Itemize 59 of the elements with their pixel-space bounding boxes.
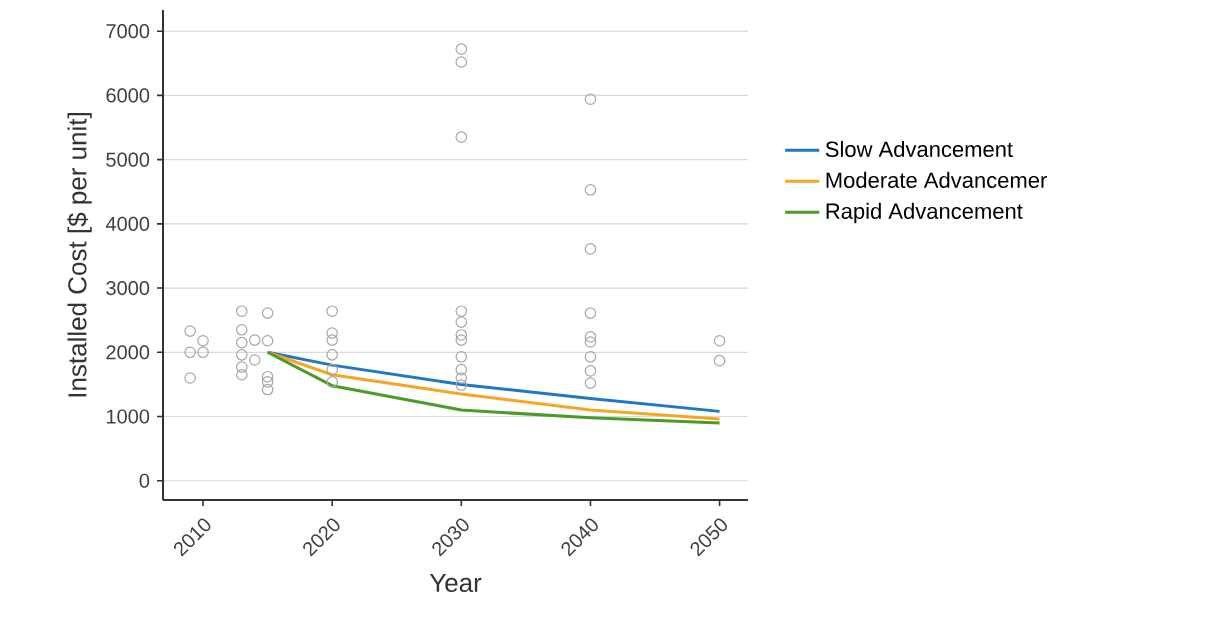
point: [248, 334, 261, 346]
point: [584, 365, 597, 377]
point: [326, 376, 338, 388]
point: [584, 336, 597, 348]
point: [455, 316, 468, 328]
legend-label: Rapid Advancement: [826, 202, 1023, 224]
point: [261, 307, 274, 319]
point: [455, 379, 468, 391]
y-tick-label: 2000: [106, 345, 150, 360]
point: [326, 349, 338, 361]
point: [713, 354, 726, 367]
point: [584, 93, 597, 106]
y-tick-label: 4000: [105, 216, 150, 231]
point: [197, 346, 209, 359]
point: [184, 325, 196, 337]
point: [455, 372, 468, 384]
point: [326, 334, 338, 346]
point: [584, 184, 597, 196]
point: [326, 305, 338, 317]
point: [235, 305, 248, 317]
point: [455, 363, 468, 376]
point: [184, 346, 196, 359]
point: [455, 56, 468, 68]
point: [455, 329, 468, 341]
y-tick-label: 3000: [106, 281, 150, 296]
legend-label: Slow Advancement: [825, 140, 1013, 158]
point: [261, 370, 274, 383]
point: [326, 327, 338, 339]
point: [235, 361, 248, 373]
y-tick-label: 5000: [106, 152, 150, 167]
point: [235, 368, 248, 381]
x-axis-title: Year: [429, 573, 482, 593]
point: [455, 43, 468, 55]
y-tick-label: 0: [139, 473, 150, 488]
y-axis-title: Installed Cost [$ per unit]: [67, 113, 92, 397]
y-tick-label: 1000: [106, 409, 150, 424]
point: [235, 324, 248, 336]
point: [713, 334, 726, 347]
point: [184, 372, 196, 384]
point: [197, 334, 209, 347]
point: [455, 350, 468, 363]
point: [235, 336, 248, 349]
y-tick-label: 7000: [106, 24, 150, 39]
point: [584, 350, 597, 363]
point: [584, 377, 597, 389]
legend-label: Moderate Advancemer: [826, 171, 1047, 188]
point: [261, 376, 274, 388]
point: [248, 354, 261, 366]
point: [261, 383, 274, 396]
point: [261, 334, 274, 347]
point: [455, 334, 468, 346]
point: [235, 349, 248, 361]
point: [455, 305, 468, 317]
point: [584, 331, 597, 343]
point: [584, 307, 597, 319]
y-tick-label: 6000: [106, 88, 150, 103]
point: [326, 363, 338, 376]
point: [455, 131, 468, 143]
point: [584, 243, 597, 255]
